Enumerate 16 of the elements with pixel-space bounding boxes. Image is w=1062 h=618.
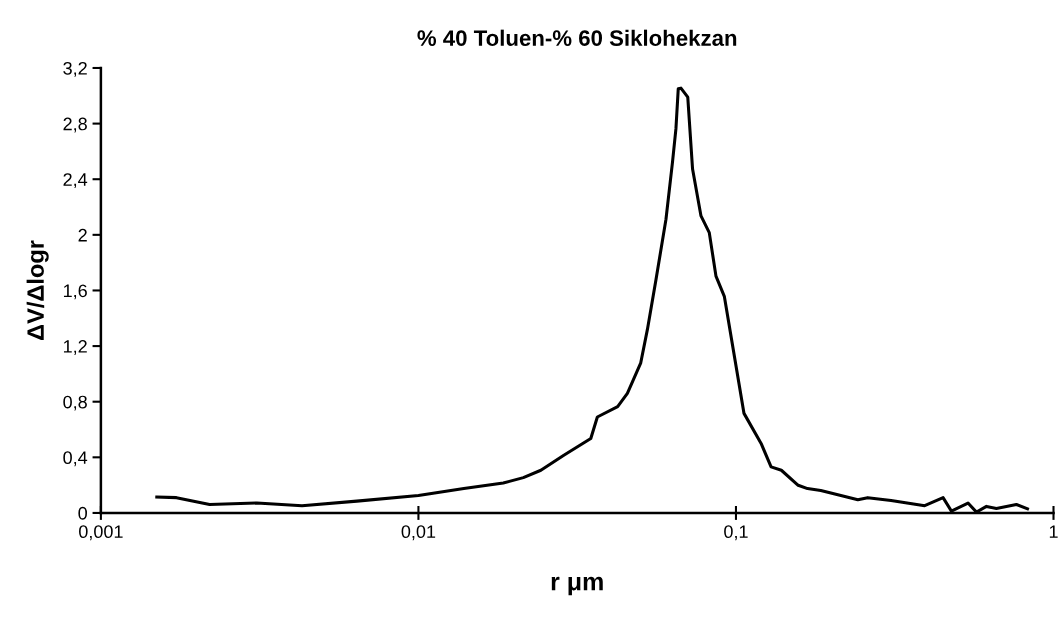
x-tick-label: 0,01 <box>401 525 436 541</box>
chart-title: % 40 Toluen-% 60 Siklohekzan <box>417 29 737 46</box>
x-tick-label: 0,1 <box>724 525 748 541</box>
x-tick-label: 0,001 <box>79 525 123 541</box>
y-axis-title: ΔV/Δlogr <box>26 240 49 340</box>
y-tick-label: 1,2 <box>63 340 87 355</box>
y-tick-label: 0 <box>78 506 87 520</box>
x-axis-title: r μm <box>551 576 603 596</box>
y-tick-label: 0,8 <box>63 395 87 411</box>
x-tick-label: 1 <box>1049 525 1058 538</box>
y-tick-label: 1,6 <box>63 284 87 300</box>
y-tick-label: 2,4 <box>63 173 88 189</box>
y-tick-label: 2,8 <box>63 117 87 133</box>
y-tick-label: 3,2 <box>63 61 87 77</box>
y-tick-label: 2 <box>78 228 87 242</box>
y-tick-label: 0,4 <box>63 451 88 467</box>
